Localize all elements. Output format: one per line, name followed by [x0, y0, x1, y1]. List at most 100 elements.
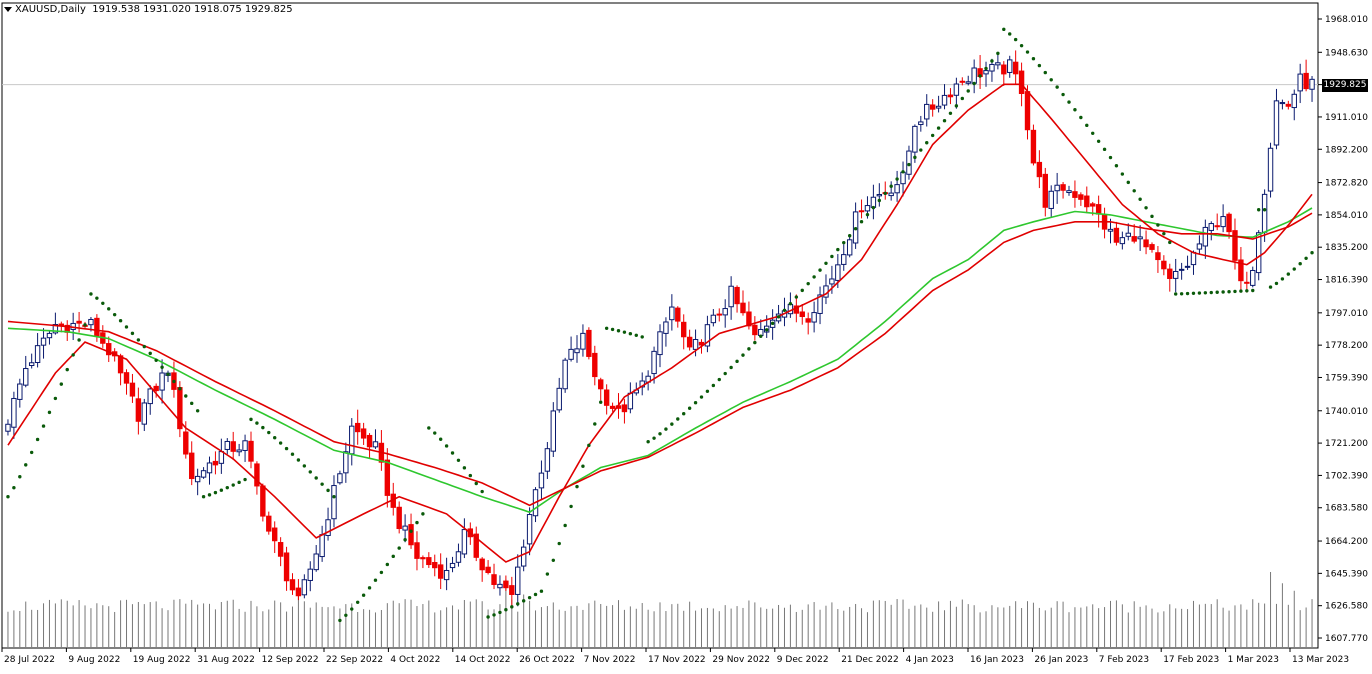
- candle-body[interactable]: [11, 397, 17, 428]
- candle-body[interactable]: [88, 318, 94, 326]
- candle-body[interactable]: [829, 278, 835, 285]
- candle-body[interactable]: [657, 331, 663, 356]
- candle-body[interactable]: [1078, 194, 1084, 200]
- candle-body[interactable]: [544, 448, 551, 472]
- candle-body[interactable]: [141, 402, 147, 425]
- candle-body[interactable]: [260, 485, 266, 517]
- candle-body[interactable]: [1054, 184, 1060, 192]
- candle-body[interactable]: [1107, 228, 1114, 232]
- candle-body[interactable]: [123, 372, 130, 384]
- candle-body[interactable]: [1001, 64, 1007, 75]
- candle-body[interactable]: [1018, 70, 1025, 95]
- candle-body[interactable]: [343, 451, 349, 474]
- candle-body[interactable]: [1137, 236, 1143, 240]
- candle-body[interactable]: [360, 428, 367, 439]
- candle-body[interactable]: [1143, 239, 1149, 248]
- candle-body[interactable]: [669, 306, 675, 321]
- candle-body[interactable]: [692, 339, 699, 350]
- candle-body[interactable]: [402, 525, 408, 531]
- candle-body[interactable]: [58, 323, 65, 326]
- candle-body[interactable]: [1226, 213, 1232, 233]
- candle-body[interactable]: [28, 362, 35, 367]
- candle-body[interactable]: [526, 514, 533, 545]
- candle-body[interactable]: [40, 337, 47, 346]
- candle-body[interactable]: [1173, 270, 1179, 279]
- candle-body[interactable]: [965, 81, 971, 84]
- candle-body[interactable]: [556, 387, 562, 411]
- candle-body[interactable]: [947, 94, 954, 98]
- candle-body[interactable]: [354, 422, 361, 433]
- candle-body[interactable]: [959, 80, 966, 83]
- candle-body[interactable]: [846, 239, 853, 256]
- candle-body[interactable]: [1119, 237, 1126, 245]
- candle-body[interactable]: [894, 184, 900, 194]
- candle-body[interactable]: [805, 318, 811, 323]
- candle-body[interactable]: [716, 313, 722, 316]
- candle-body[interactable]: [443, 569, 450, 581]
- candle-body[interactable]: [200, 470, 207, 478]
- candle-body[interactable]: [995, 62, 1001, 66]
- candle-body[interactable]: [1072, 191, 1078, 198]
- candle-body[interactable]: [94, 317, 100, 337]
- candle-body[interactable]: [408, 524, 414, 546]
- candle-body[interactable]: [888, 192, 894, 197]
- candle-body[interactable]: [574, 348, 580, 354]
- candle-body[interactable]: [1250, 269, 1256, 286]
- candle-body[interactable]: [206, 462, 213, 474]
- candle-body[interactable]: [23, 368, 29, 386]
- candle-body[interactable]: [129, 382, 136, 397]
- candle-body[interactable]: [870, 196, 877, 208]
- candle-body[interactable]: [550, 410, 557, 452]
- candle-body[interactable]: [52, 324, 59, 334]
- candle-body[interactable]: [651, 350, 657, 375]
- candle-body[interactable]: [538, 472, 545, 489]
- candle-body[interactable]: [935, 105, 942, 109]
- candle-body[interactable]: [277, 542, 284, 557]
- candle-body[interactable]: [728, 285, 734, 308]
- candle-body[interactable]: [929, 104, 936, 110]
- candle-body[interactable]: [562, 359, 568, 390]
- candle-body[interactable]: [1007, 59, 1013, 73]
- candle-body[interactable]: [971, 67, 977, 84]
- candle-body[interactable]: [1214, 225, 1220, 228]
- candle-body[interactable]: [675, 307, 681, 322]
- candle-body[interactable]: [437, 564, 444, 579]
- candle-body[interactable]: [266, 515, 272, 532]
- candle-body[interactable]: [349, 425, 355, 455]
- candle-body[interactable]: [1255, 232, 1262, 274]
- candle-body[interactable]: [426, 557, 432, 566]
- candle-body[interactable]: [520, 546, 527, 567]
- candle-body[interactable]: [295, 587, 302, 597]
- candle-body[interactable]: [1202, 226, 1209, 247]
- candle-body[interactable]: [384, 459, 391, 496]
- candle-body[interactable]: [841, 254, 847, 265]
- candle-body[interactable]: [76, 320, 82, 324]
- candle-body[interactable]: [301, 579, 308, 596]
- candle-body[interactable]: [598, 379, 604, 390]
- candle-body[interactable]: [900, 171, 906, 185]
- candle-body[interactable]: [1220, 216, 1226, 228]
- candle-body[interactable]: [924, 103, 930, 120]
- candle-body[interactable]: [983, 70, 989, 75]
- candle-body[interactable]: [473, 533, 479, 558]
- candle-body[interactable]: [183, 431, 189, 455]
- candle-body[interactable]: [449, 562, 456, 569]
- candle-body[interactable]: [230, 441, 236, 452]
- candle-body[interactable]: [621, 404, 628, 413]
- candle-body[interactable]: [17, 383, 23, 400]
- candle-body[interactable]: [1024, 91, 1031, 131]
- candle-body[interactable]: [224, 440, 230, 450]
- candle-body[interactable]: [1190, 251, 1197, 266]
- candle-body[interactable]: [455, 551, 462, 563]
- candle-body[interactable]: [681, 321, 687, 338]
- candle-body[interactable]: [1012, 61, 1019, 75]
- candle-body[interactable]: [1048, 190, 1054, 209]
- candle-body[interactable]: [710, 314, 717, 324]
- candle-body[interactable]: [1090, 203, 1096, 207]
- candle-body[interactable]: [272, 527, 278, 542]
- candle-body[interactable]: [1285, 103, 1292, 107]
- candle-body[interactable]: [1167, 268, 1173, 279]
- candle-body[interactable]: [918, 121, 924, 126]
- candle-body[interactable]: [1084, 195, 1090, 208]
- candle-body[interactable]: [1030, 129, 1037, 164]
